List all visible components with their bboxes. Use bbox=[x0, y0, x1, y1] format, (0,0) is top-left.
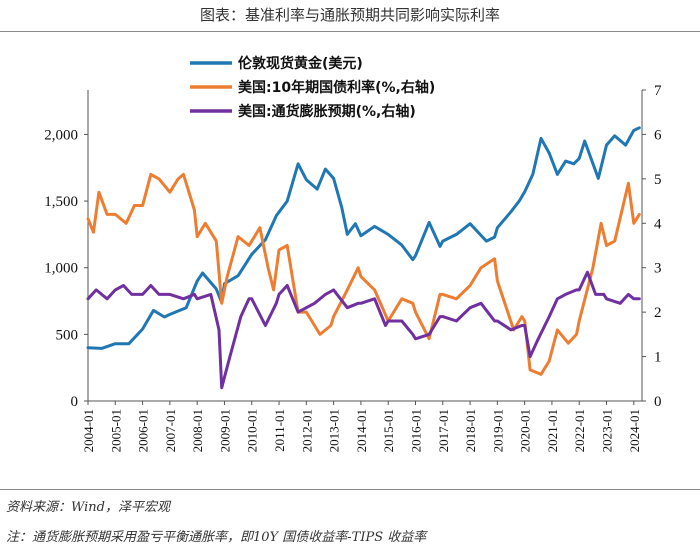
x-tick-label: 2016-01 bbox=[408, 409, 423, 452]
x-tick-label: 2007-01 bbox=[163, 409, 178, 452]
plot-layer: 0 500 1,000 1,500 2,000 0 1 2 3 4 5 6 7 2004-01 2005-0… bbox=[44, 55, 662, 452]
x-tick-label: 2012-01 bbox=[299, 409, 314, 452]
x-tick-label: 2020-01 bbox=[518, 409, 533, 452]
left-tick-label: 1,000 bbox=[44, 261, 78, 277]
footnote: 注：通货膨胀预期采用盈亏平衡通胀率，即10Y 国债收益率-TIPS 收益率 bbox=[6, 530, 427, 545]
right-tick-label: 0 bbox=[654, 394, 662, 410]
chart-canvas: 0 500 1,000 1,500 2,000 0 1 2 3 4 5 6 7 2004-01 2005-0… bbox=[44, 55, 662, 452]
source-note: 资料来源：Wind，泽平宏观 bbox=[6, 500, 170, 515]
right-tick-label: 1 bbox=[654, 350, 662, 366]
title-divider bbox=[0, 31, 700, 32]
chart-title: 图表：基准利率与通胀预期共同影响实际利率 bbox=[199, 6, 500, 24]
x-tick-label: 2015-01 bbox=[381, 409, 396, 452]
x-tick-label: 2008-01 bbox=[190, 409, 205, 452]
x-tick-label: 2017-01 bbox=[436, 409, 451, 452]
series-line-3 bbox=[86, 270, 641, 390]
right-tick-label: 5 bbox=[654, 172, 662, 188]
x-tick-label: 2014-01 bbox=[354, 409, 369, 452]
right-tick-label: 3 bbox=[654, 261, 662, 277]
series-line-2 bbox=[86, 172, 641, 376]
legend-label-3: 美国:通货膨胀预期(%,右轴) bbox=[238, 103, 416, 120]
footer-divider bbox=[0, 489, 700, 490]
series-line-1 bbox=[86, 126, 641, 350]
right-tick-label: 6 bbox=[654, 127, 662, 143]
left-tick-label: 2,000 bbox=[44, 127, 78, 143]
legend-label-1: 伦敦现货黄金(美元) bbox=[238, 55, 363, 72]
x-tick-label: 2019-01 bbox=[490, 409, 505, 452]
x-tick-label: 2021-01 bbox=[545, 409, 560, 452]
x-tick-label: 2022-01 bbox=[572, 409, 587, 452]
x-tick-label: 2024-01 bbox=[627, 409, 642, 452]
x-tick-label: 2010-01 bbox=[245, 409, 260, 452]
right-tick-label: 2 bbox=[654, 305, 662, 321]
x-tick-label: 2011-01 bbox=[272, 409, 287, 452]
x-tick-label: 2013-01 bbox=[327, 409, 342, 452]
right-tick-label: 7 bbox=[654, 83, 662, 99]
right-tick-label: 4 bbox=[654, 216, 662, 232]
x-tick-label: 2006-01 bbox=[136, 409, 151, 452]
left-tick-label: 1,500 bbox=[44, 194, 78, 210]
legend-label-2: 美国:10年期国债利率(%,右轴) bbox=[238, 79, 435, 96]
x-tick-label: 2018-01 bbox=[463, 409, 478, 452]
x-tick-label: 2009-01 bbox=[217, 409, 232, 452]
x-tick-label: 2023-01 bbox=[600, 409, 615, 452]
left-tick-label: 500 bbox=[56, 327, 79, 343]
x-tick-label: 2005-01 bbox=[108, 409, 123, 452]
x-tick-label: 2004-01 bbox=[81, 409, 96, 452]
left-tick-label: 0 bbox=[71, 394, 79, 410]
